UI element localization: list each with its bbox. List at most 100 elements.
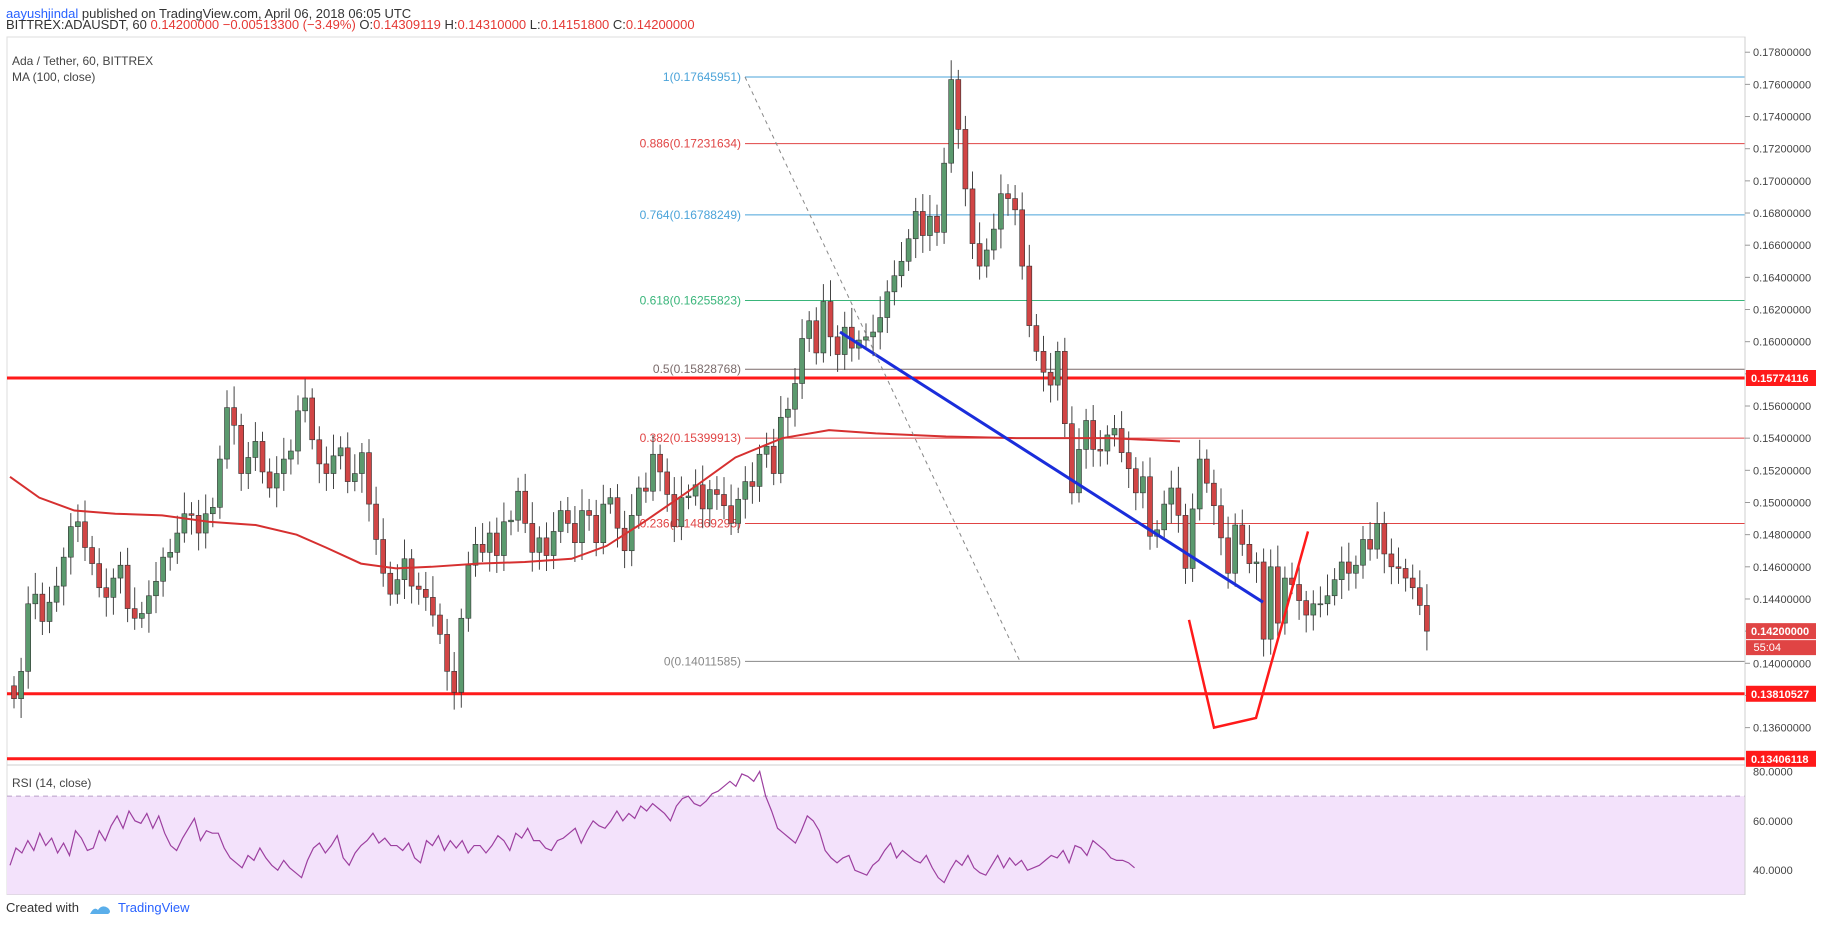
candle-body	[1047, 371, 1054, 386]
candle-body	[131, 608, 138, 619]
candle-body	[387, 572, 394, 595]
support-resistance-lines[interactable]	[7, 376, 1745, 761]
candle-body	[444, 634, 450, 672]
candle-body	[515, 490, 521, 521]
candle-body	[465, 564, 472, 619]
price-tick-label: 0.14800000	[1753, 530, 1811, 542]
candle-body	[401, 558, 408, 580]
candle-body	[969, 188, 976, 244]
candle-body	[1019, 209, 1026, 267]
rsi-tick-label: 40.0000	[1753, 865, 1793, 877]
candle-body	[252, 441, 259, 458]
fib-level-label: 0.382(0.15399913)	[640, 431, 741, 445]
fibonacci-retracement[interactable]: 1(0.17645951) 0.886(0.17231634) 0.764(0.16…	[640, 70, 1745, 668]
footer: Created with TradingView	[0, 895, 1822, 926]
candle-body	[451, 671, 458, 693]
candle-body	[75, 521, 81, 527]
candle-body	[1367, 539, 1373, 550]
candle-body	[39, 593, 46, 622]
publish-info: published on TradingView.com, April 06, …	[78, 6, 412, 21]
candle-body	[1409, 577, 1416, 589]
candle-body	[1374, 523, 1380, 550]
candle-body	[1175, 487, 1182, 516]
candle-body	[1239, 524, 1246, 545]
price-tag	[1746, 685, 1816, 702]
candle-body	[195, 515, 202, 534]
fib-level-label: 0.886(0.17231634)	[640, 137, 741, 151]
candle-body	[1111, 428, 1118, 436]
candle-body	[82, 521, 88, 548]
candle-body	[316, 439, 323, 465]
candle-body	[210, 507, 216, 515]
price-tag-label: 0.13810527	[1751, 689, 1809, 701]
price-tick-label: 0.15400000	[1753, 433, 1811, 445]
candle-body	[948, 79, 955, 164]
drawings[interactable]	[744, 76, 1310, 730]
candle-body	[1346, 561, 1352, 574]
candle-body	[266, 471, 273, 489]
symbol-label: BITTREX:ADAUSDT, 60	[6, 17, 151, 32]
candle-body	[18, 671, 24, 699]
chart-border	[6, 36, 1746, 895]
candle-body	[770, 445, 777, 474]
rsi-tick-label: 80.0000	[1753, 766, 1793, 778]
open-label: O:	[359, 17, 374, 32]
candle-body	[586, 510, 592, 516]
candle-body	[344, 447, 351, 482]
low-label: L:	[529, 17, 541, 32]
price-tag	[1746, 623, 1816, 640]
price-axis[interactable]: 0.136000000.138000000.140000000.14200000…	[1744, 37, 1816, 895]
chart-canvas[interactable]: 1(0.17645951) 0.886(0.17231634) 0.764(0.16…	[0, 28, 1822, 895]
candle-body	[295, 410, 301, 452]
candle-body	[692, 484, 699, 497]
candle-body	[927, 215, 933, 236]
candle-body	[543, 537, 550, 556]
candle-body	[68, 526, 74, 558]
rsi-tick-label: 60.0000	[1753, 816, 1793, 828]
price-tag	[1746, 370, 1816, 387]
candle-body	[224, 407, 230, 460]
candle-body	[834, 336, 841, 355]
candle-body	[167, 552, 173, 558]
candle-body	[422, 589, 429, 598]
candle-body	[472, 543, 479, 566]
candle-body	[96, 563, 102, 589]
candle-body	[486, 532, 493, 553]
candle-body	[621, 527, 628, 552]
candle-body	[706, 489, 713, 510]
candle-body	[1388, 553, 1395, 568]
candle-body	[337, 447, 344, 457]
created-with-label: Created with	[6, 900, 79, 915]
candle-body	[373, 503, 379, 540]
candle-body	[202, 513, 209, 534]
candle-body	[508, 519, 514, 523]
candle-body	[1267, 566, 1274, 640]
candle-body	[103, 587, 110, 598]
price-tick-label: 0.15000000	[1753, 497, 1811, 509]
fib-connector	[744, 76, 1021, 662]
candle-body	[1211, 482, 1217, 507]
candle-body	[1303, 600, 1309, 616]
candle-body	[280, 458, 287, 474]
candle-body	[1246, 543, 1253, 564]
price-tick-label: 0.17800000	[1753, 47, 1811, 59]
price-tag-label: 0.13406118	[1751, 754, 1809, 766]
candle-body	[366, 452, 372, 505]
candle-body	[32, 593, 39, 605]
candle-body	[146, 595, 152, 614]
candle-body	[501, 521, 507, 556]
candle-body	[735, 498, 742, 524]
low-value: 0.14151800	[540, 17, 613, 32]
candle-body	[572, 523, 578, 543]
candle-body	[1033, 325, 1040, 352]
price-tag-label: 0.15774116	[1751, 373, 1809, 385]
tradingview-link[interactable]: TradingView	[118, 900, 190, 915]
author-link[interactable]: aayushjindal	[6, 6, 79, 21]
open-value: 0.14309119	[373, 17, 445, 32]
candle-body	[1218, 505, 1224, 539]
candle-body	[53, 585, 60, 603]
candle-body	[188, 513, 195, 516]
rsi-pane	[7, 764, 1745, 895]
candle-body	[110, 577, 117, 598]
candle-body	[1054, 351, 1061, 386]
